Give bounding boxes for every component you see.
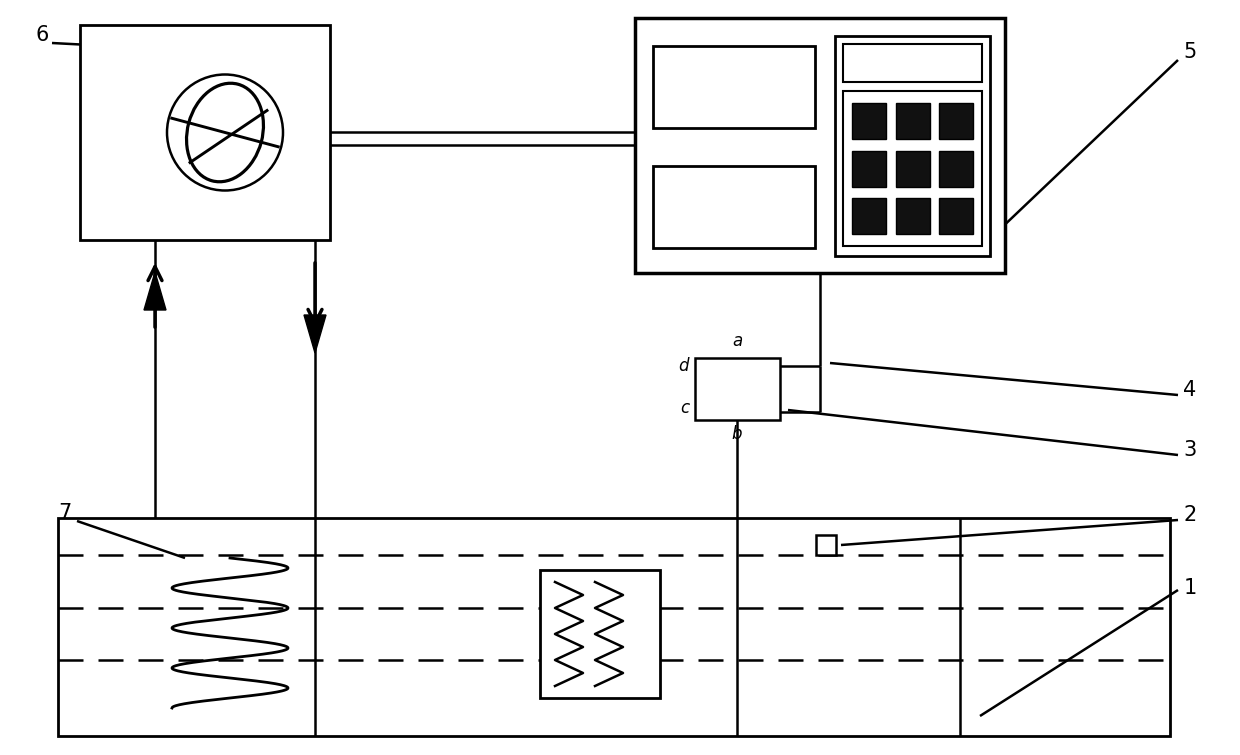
Bar (852, 199, 887, 234)
Text: d: d (678, 357, 689, 375)
Bar (939, 199, 972, 234)
Bar (539, 570, 660, 698)
Polygon shape (304, 315, 326, 353)
Bar (939, 150, 972, 186)
Bar (653, 166, 815, 248)
Bar (843, 44, 982, 82)
Text: c: c (680, 399, 689, 417)
Text: b: b (732, 425, 743, 443)
Circle shape (167, 75, 283, 190)
Bar (58, 518, 1171, 736)
Text: 4: 4 (1183, 380, 1197, 400)
Bar (895, 103, 930, 139)
Text: 7: 7 (58, 503, 72, 523)
Bar (816, 535, 836, 555)
Bar (895, 150, 930, 186)
Text: a: a (732, 332, 742, 350)
Bar (843, 91, 982, 246)
Text: 5: 5 (1183, 42, 1197, 62)
Text: 3: 3 (1183, 440, 1197, 460)
Bar (852, 103, 887, 139)
Text: 2: 2 (1183, 505, 1197, 525)
Bar (635, 18, 1004, 273)
Bar (939, 103, 972, 139)
Bar (852, 150, 887, 186)
Bar (694, 358, 780, 420)
Bar (653, 46, 815, 128)
Text: 1: 1 (1183, 578, 1197, 598)
Bar (81, 25, 330, 240)
Bar (835, 36, 990, 256)
Text: 6: 6 (35, 25, 48, 45)
Ellipse shape (186, 83, 263, 182)
Bar (895, 199, 930, 234)
Polygon shape (144, 272, 166, 310)
